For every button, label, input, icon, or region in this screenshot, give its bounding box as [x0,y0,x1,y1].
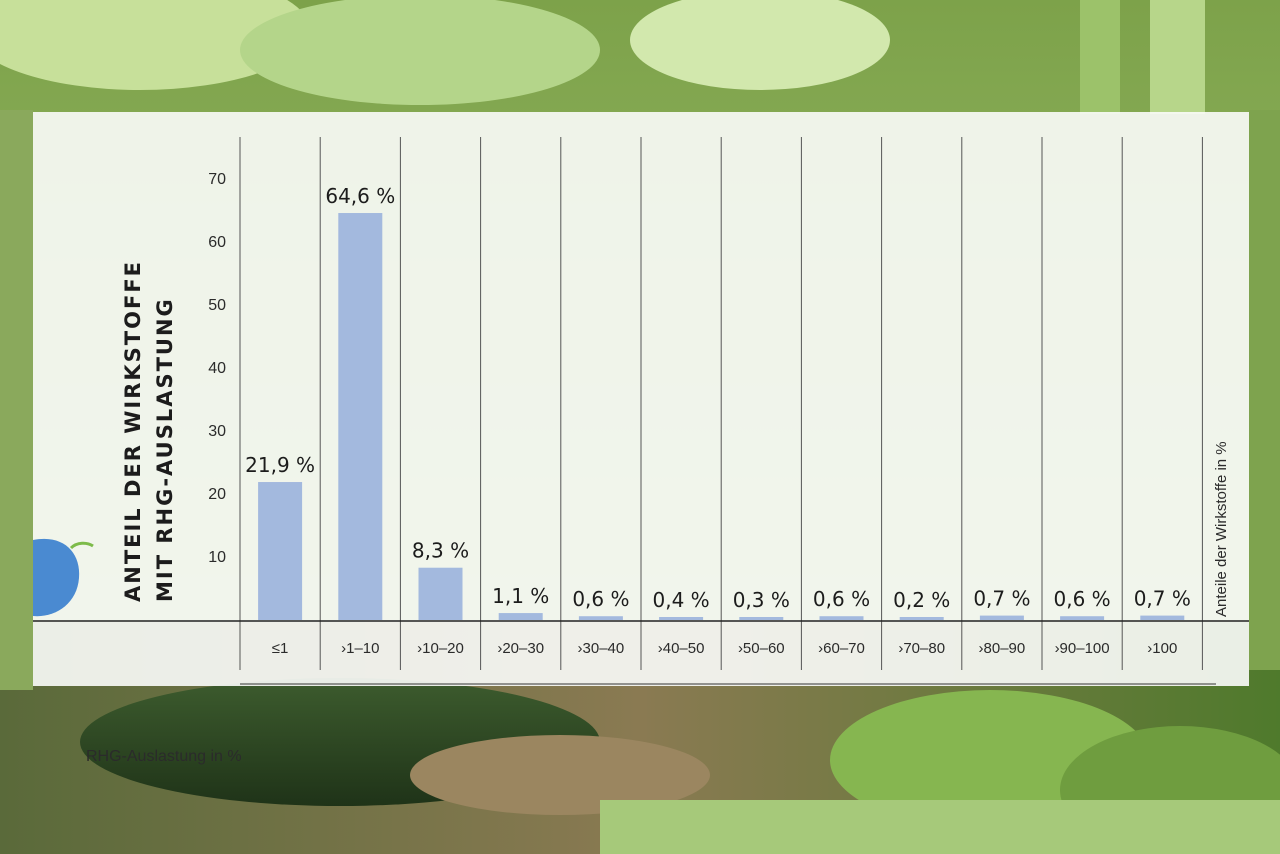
bar-value-label: 0,6 % [813,587,870,611]
bar [258,482,303,620]
bar-value-label: 0,6 % [1054,587,1111,611]
y-tick-label: 10 [208,549,226,566]
x-tick-label: ›40–50 [658,640,705,657]
bar-value-label: 21,9 % [245,453,315,477]
bar [899,617,944,620]
x-tick-label: ≤1 [272,640,289,657]
y-axis-title-line2: MIT RHG-AUSLASTUNG [153,297,177,602]
y-tick-label: 40 [208,360,226,377]
right-axis-title: Anteile der Wirkstoffe in % [1213,441,1230,617]
bar [1140,615,1185,620]
x-tick-label: ›50–60 [738,640,785,657]
y-axis-title-line1: ANTEIL DER WIRKSTOFFE [121,259,145,602]
bar-value-label: 64,6 % [325,184,395,208]
x-tick-label: ›20–30 [497,640,544,657]
y-tick-label: 50 [208,297,226,314]
x-tick-label: ›100 [1147,640,1177,657]
plum-stem-icon [69,541,94,550]
x-tick-label: ›70–80 [898,640,945,657]
bar-value-label: 0,4 % [653,588,710,612]
x-tick-label: ›1–10 [341,640,379,657]
x-tick-label: ›80–90 [979,640,1026,657]
bar-value-label: 0,2 % [893,588,950,612]
bar [979,615,1024,620]
bar-value-label: 8,3 % [412,539,469,563]
bar [819,616,864,620]
bar [739,617,784,620]
bar [338,213,383,620]
bar [578,616,623,620]
x-tick-label: ›90–100 [1055,640,1110,657]
bar [498,613,543,620]
bar [1060,616,1105,620]
y-tick-label: 20 [208,486,226,503]
bar-value-label: 0,6 % [572,587,629,611]
bar [659,617,704,620]
x-tick-label: ›30–40 [578,640,625,657]
plum-decoration-icon [33,538,80,617]
bar-value-label: 0,7 % [1134,587,1191,611]
x-tick-label: ›10–20 [417,640,464,657]
chart-panel: 10 20 30 40 50 60 70 21,9 % ≤1 64,6 % ›1–10 8,3 % ›1… [33,112,1249,765]
bar-value-label: 0,7 % [973,587,1030,611]
bar [418,567,463,620]
y-tick-label: 70 [208,171,226,188]
y-tick-label: 60 [208,234,226,251]
x-axis-title: RHG-Auslastung in % [86,748,242,765]
x-tick-label: ›60–70 [818,640,865,657]
bar-value-label: 0,3 % [733,588,790,612]
bar-value-label: 1,1 % [492,584,549,608]
bar-chart: 10 20 30 40 50 60 70 21,9 % ≤1 64,6 % ›1–10 8,3 % ›1… [33,137,1249,685]
y-tick-label: 30 [208,423,226,440]
